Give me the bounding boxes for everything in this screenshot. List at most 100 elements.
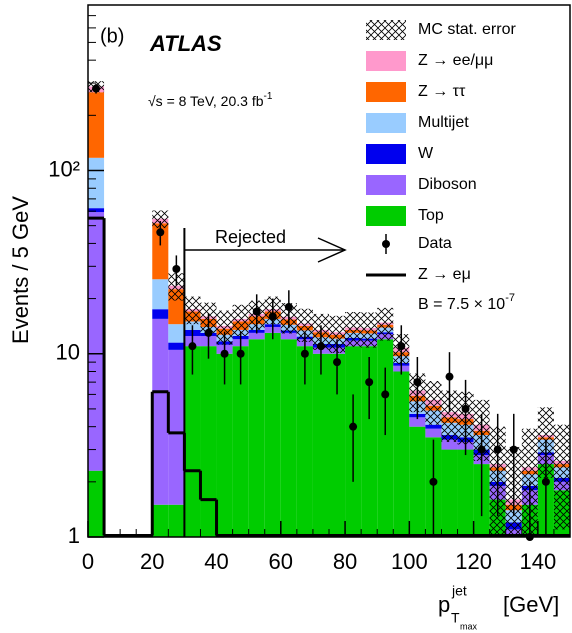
bar-segment (409, 426, 426, 537)
legend-swatch (366, 51, 406, 71)
error-band (296, 308, 313, 342)
data-point (204, 328, 213, 337)
data-point (381, 390, 390, 399)
data-point (316, 342, 325, 351)
bar-segment (184, 346, 201, 537)
bar-segment (88, 92, 105, 158)
energy-text: √s = 8 TeV, 20.3 fb (148, 93, 264, 109)
error-band (184, 296, 201, 325)
bar-segment (168, 504, 185, 537)
bar-segment (88, 470, 105, 537)
x-tick-label: 0 (82, 549, 94, 574)
data-point (365, 378, 374, 387)
bar-segment (88, 212, 105, 471)
x-tick-label: 40 (204, 549, 228, 574)
data-point (172, 265, 181, 274)
data-point (429, 477, 438, 486)
data-point (349, 422, 358, 431)
bar-segment (168, 349, 185, 505)
legend-label: MC stat. error (418, 21, 516, 38)
y-tick-label: 10 (56, 340, 80, 365)
y-tick-label: 1 (68, 523, 80, 548)
x-tick-label: 100 (391, 549, 428, 574)
bar-segment (280, 339, 297, 537)
bar-segment (329, 353, 346, 537)
y-tick-label: 10² (48, 156, 80, 181)
legend-swatch (366, 113, 406, 133)
x-axis-label-unit: [GeV] (503, 592, 559, 617)
data-point (188, 342, 197, 351)
experiment-label: ATLAS (149, 31, 222, 56)
bar-segment (312, 353, 329, 537)
data-point (268, 312, 277, 321)
x-tick-label: 120 (455, 549, 492, 574)
bar-segment (152, 309, 169, 319)
signal-label: B = 7.5 × 10-7 (418, 292, 515, 313)
error-band (361, 312, 378, 348)
bar-segment (88, 208, 105, 213)
bar-segment (168, 342, 185, 350)
x-tick-label: 60 (269, 549, 293, 574)
energy-superscript: -1 (264, 91, 273, 102)
data-point (493, 445, 502, 454)
bar-segment (361, 346, 378, 537)
x-tick-label: 80 (333, 549, 357, 574)
bar-segment (248, 332, 265, 340)
x-axis-label-subscript: T (451, 610, 460, 626)
y-axis-label: Events / 5 GeV (8, 196, 33, 344)
legend-label: W (418, 145, 434, 162)
x-tick-label: 140 (520, 549, 557, 574)
legend-swatch (366, 175, 406, 195)
signal-label-text: B = 7.5 × 10 (418, 296, 505, 313)
legend-label: Diboson (418, 176, 477, 193)
legend-swatch (366, 144, 406, 164)
energy-label: √s = 8 TeV, 20.3 fb-1 (148, 91, 273, 109)
error-band (377, 307, 394, 341)
data-point (284, 302, 293, 311)
bar-segment (152, 318, 169, 505)
data-point (541, 477, 550, 486)
data-point (477, 445, 486, 454)
bar-segment (441, 439, 458, 450)
x-axis-label-symbol: p (438, 592, 450, 617)
bar-segment (264, 332, 281, 537)
bar-segment (152, 504, 169, 537)
plot-area (88, 81, 570, 541)
error-band (216, 310, 233, 345)
error-band (553, 424, 570, 530)
data-point (236, 349, 245, 358)
bar-segment (152, 223, 169, 280)
x-axis-label-superscript: jet (451, 583, 467, 599)
error-band (232, 304, 249, 336)
legend-marker (382, 240, 390, 248)
legend-swatch (366, 20, 406, 40)
bar-segment (216, 353, 233, 537)
bar-segment (200, 346, 217, 537)
bar-segment (296, 346, 313, 537)
legend-label: Multijet (418, 114, 469, 131)
cut-arrowhead (317, 237, 347, 263)
error-band (329, 315, 346, 353)
x-tick-label: 20 (140, 549, 164, 574)
legend-label: Z → ee/μμ (418, 52, 493, 69)
bar-segment (425, 428, 442, 438)
bar-segment (248, 339, 265, 537)
error-band (168, 273, 185, 301)
bar-segment (409, 417, 426, 427)
data-point (413, 378, 422, 387)
bar-segment (168, 324, 185, 343)
data-point (509, 445, 518, 454)
data-point (252, 307, 261, 316)
x-axis-label-subsubscript: max (460, 621, 478, 631)
legend-swatch (366, 206, 406, 226)
legend-label: Z → ττ (418, 83, 466, 100)
data-point (156, 228, 165, 237)
error-band (441, 390, 458, 442)
error-band (345, 311, 362, 347)
data-point (461, 404, 470, 413)
error-band (152, 210, 169, 229)
legend-swatch (366, 82, 406, 102)
bar-segment (393, 371, 410, 537)
bar-segment (441, 449, 458, 537)
